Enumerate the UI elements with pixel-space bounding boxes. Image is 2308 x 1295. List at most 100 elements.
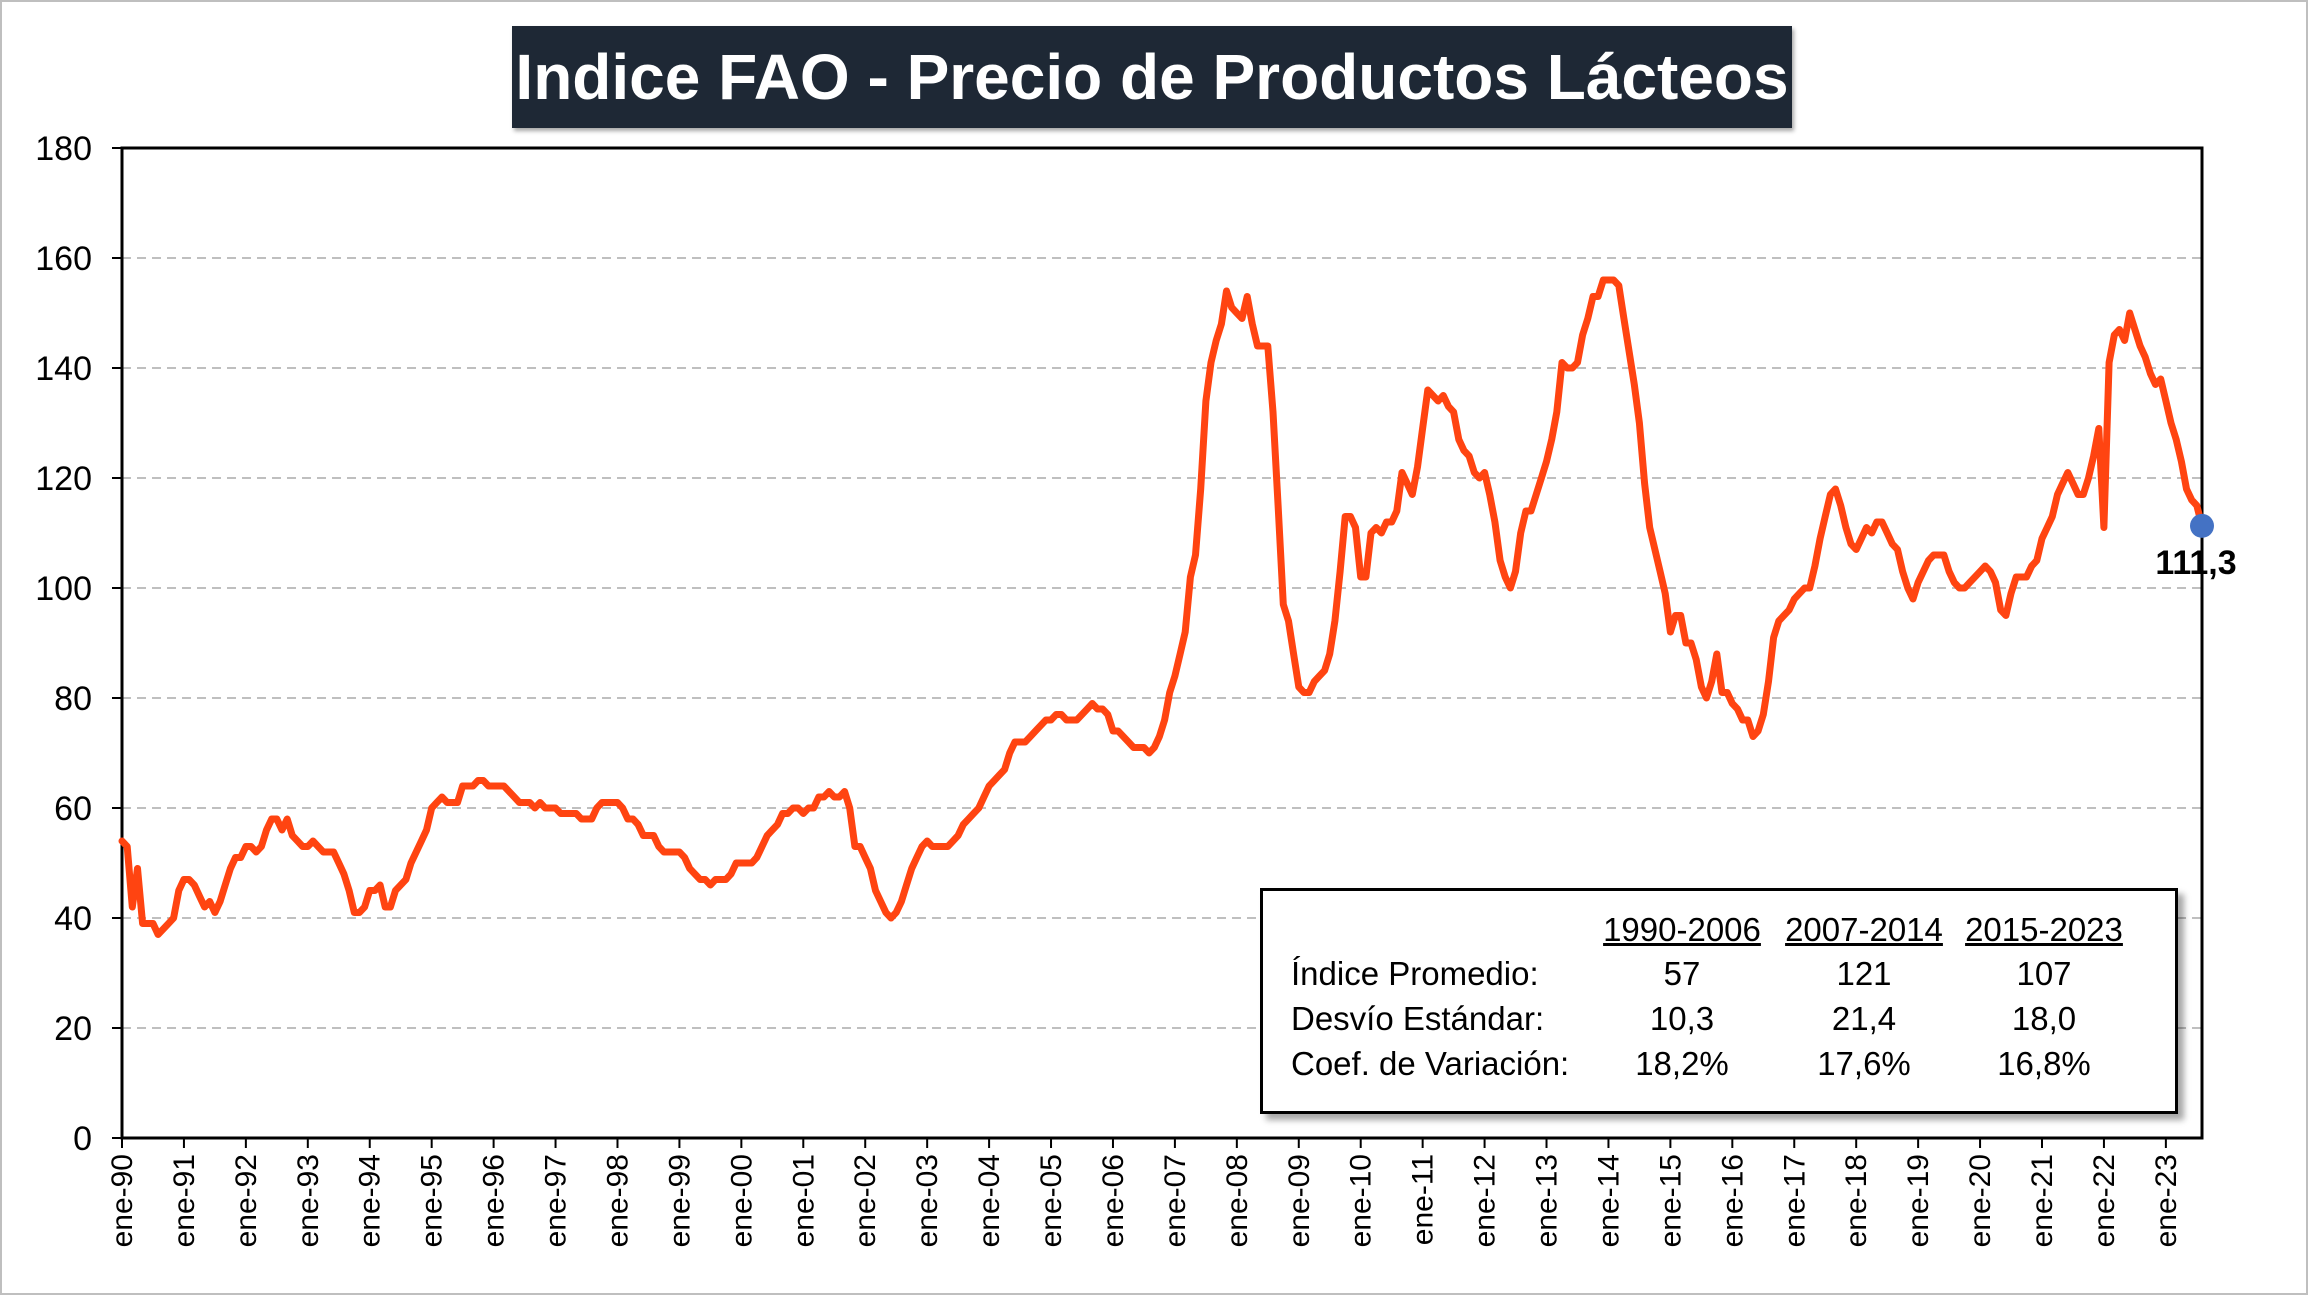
data-point (1009, 752, 1011, 754)
data-point (2191, 499, 2193, 501)
x-axis: ene-90 ene-91 ene-92 ene-93 ene-94 ene-95 ene-… (106, 1138, 2183, 1247)
last-value-label: 111,3 (2155, 544, 2236, 582)
data-point (1731, 703, 1733, 704)
data-point (462, 785, 464, 787)
data-point (1076, 719, 1078, 721)
x-tick-label: ene-18 (1840, 1154, 1873, 1247)
data-point (1525, 510, 1527, 512)
data-point (1706, 697, 1707, 699)
data-point (1881, 521, 1883, 523)
data-point (678, 851, 680, 853)
data-point (715, 879, 716, 880)
data-point (1241, 318, 1243, 319)
data-point (142, 923, 144, 924)
data-point (565, 813, 567, 814)
x-tick-label: ene-08 (1221, 1154, 1254, 1247)
data-point (260, 846, 262, 847)
data-point (983, 796, 985, 798)
data-point (1638, 422, 1640, 424)
chart-title: Indice FAO - Precio de Productos Lácteos (512, 26, 1792, 128)
data-point (1953, 582, 1955, 583)
data-point (513, 796, 515, 798)
data-point (2139, 345, 2141, 347)
data-point (973, 813, 975, 814)
stats-cell: 18,2% (1635, 1045, 1729, 1082)
data-point (1267, 345, 1269, 347)
data-point (1066, 719, 1067, 721)
data-point (880, 901, 882, 902)
data-point (1618, 285, 1620, 286)
data-point (1210, 362, 1212, 363)
data-point (1628, 351, 1630, 352)
data-point (2051, 516, 2053, 517)
data-point (2036, 560, 2038, 561)
data-point (312, 840, 314, 842)
data-point (1112, 730, 1114, 732)
data-point (131, 906, 133, 908)
data-point (493, 785, 495, 787)
y-tick-label: 100 (35, 570, 92, 608)
data-point (188, 879, 190, 880)
stats-cell: 107 (2016, 955, 2072, 992)
data-point (2093, 455, 2095, 457)
stats-cell: 16,8% (1997, 1045, 2091, 1082)
data-point (209, 901, 211, 902)
data-point (1448, 406, 1449, 407)
data-point (395, 890, 396, 891)
data-point (1995, 582, 1996, 583)
data-point (544, 807, 546, 809)
data-point (1298, 686, 1300, 688)
data-point (224, 884, 226, 886)
data-point (1004, 769, 1006, 770)
data-point (1262, 345, 1264, 347)
data-point (472, 785, 474, 787)
data-point (1742, 719, 1744, 721)
data-point (648, 835, 649, 836)
data-point (1540, 477, 1542, 479)
data-point (245, 846, 247, 847)
data-point (291, 835, 293, 836)
data-point (1546, 461, 1547, 462)
y-tick-label: 140 (35, 350, 92, 388)
x-tick-label: ene-03 (911, 1154, 944, 1247)
data-point (1138, 747, 1140, 748)
x-tick-label: ene-99 (663, 1154, 696, 1247)
data-point (1721, 692, 1723, 693)
y-axis: 0 20 40 60 80 100 120 140 160 180 (35, 130, 122, 1158)
data-point (498, 785, 500, 787)
data-point (410, 862, 412, 864)
data-point (1577, 362, 1578, 363)
data-point (937, 846, 938, 847)
data-point (1768, 681, 1769, 682)
x-tick-label: ene-17 (1778, 1154, 1811, 1247)
data-point (214, 912, 216, 913)
data-point (2180, 461, 2182, 462)
data-point (813, 807, 815, 809)
data-point (2103, 527, 2105, 528)
data-point (539, 802, 541, 803)
data-point (2072, 483, 2074, 484)
data-point (250, 846, 252, 847)
data-point (1458, 439, 1460, 440)
data-point (859, 846, 861, 847)
data-point (1050, 719, 1052, 721)
y-tick-label: 20 (54, 1010, 92, 1048)
data-point (1819, 538, 1821, 539)
data-point (1566, 367, 1568, 369)
data-point (1251, 323, 1253, 325)
x-tick-label: ene-94 (354, 1154, 387, 1247)
data-point (1174, 675, 1176, 677)
data-point (126, 846, 128, 847)
data-point (524, 802, 526, 803)
data-point (281, 829, 283, 831)
data-point (1071, 719, 1073, 721)
data-point (1153, 747, 1155, 748)
data-point (1752, 736, 1754, 737)
data-point (694, 873, 696, 875)
x-tick-label: ene-14 (1592, 1154, 1625, 1247)
data-point (1349, 516, 1351, 517)
data-point (1035, 730, 1036, 732)
data-point (580, 818, 582, 820)
data-point (2062, 483, 2064, 484)
data-point (611, 802, 613, 803)
